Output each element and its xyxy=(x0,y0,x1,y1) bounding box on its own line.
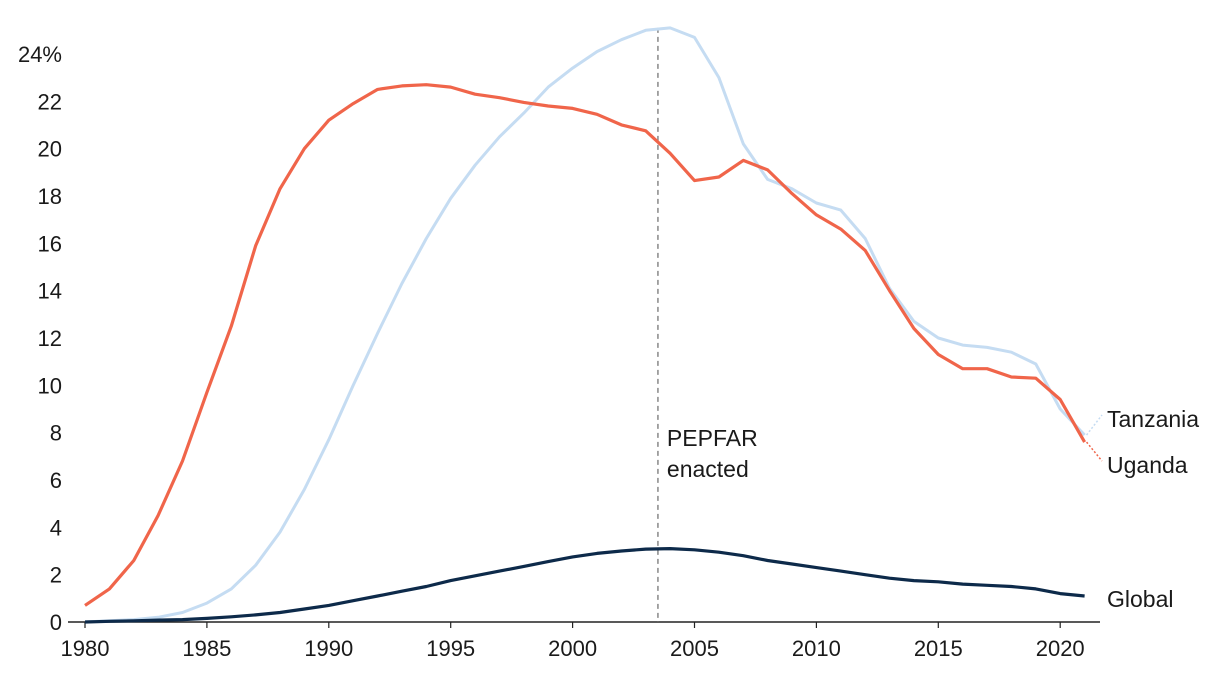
x-tick-label: 2005 xyxy=(670,636,719,661)
label-leader xyxy=(1085,414,1103,436)
y-tick-label: 16 xyxy=(38,231,62,256)
x-axis-ticks: 1980 1985 1990 1995 2000 2005 2010 2015 2020 xyxy=(61,622,1085,661)
y-tick-label: 6 xyxy=(50,468,62,493)
series-label-global: Global xyxy=(1107,586,1173,612)
series-labels: Tanzania Uganda Global xyxy=(1085,406,1199,612)
x-tick-label: 1980 xyxy=(61,636,110,661)
y-tick-label: 4 xyxy=(50,515,62,540)
x-tick-label: 2000 xyxy=(548,636,597,661)
y-tick-label: 0 xyxy=(50,610,62,635)
y-tick-label: 10 xyxy=(38,373,62,398)
x-tick-label: 2020 xyxy=(1036,636,1085,661)
x-tick-label: 1985 xyxy=(182,636,231,661)
series-label-uganda: Uganda xyxy=(1107,452,1188,478)
annotation-text: PEPFAR xyxy=(667,425,758,451)
annotation-pepfar: PEPFAR enacted xyxy=(657,27,758,622)
y-tick-label: 18 xyxy=(38,184,62,209)
label-leader xyxy=(1085,441,1103,462)
y-axis-ticks: 0 2 4 6 8 10 12 14 16 18 20 22 24% xyxy=(18,42,62,635)
y-tick-label: 24% xyxy=(18,42,62,67)
x-tick-label: 2015 xyxy=(914,636,963,661)
y-tick-label: 22 xyxy=(38,89,62,114)
series-line-uganda xyxy=(84,83,1086,607)
annotation-text: enacted xyxy=(667,456,749,482)
series-line-global xyxy=(84,547,1085,624)
x-tick-label: 2010 xyxy=(792,636,841,661)
x-tick-label: 1995 xyxy=(426,636,475,661)
y-tick-label: 20 xyxy=(38,137,62,162)
series-line-tanzania xyxy=(84,26,1086,624)
y-tick-label: 14 xyxy=(38,279,62,304)
y-tick-label: 8 xyxy=(50,421,62,446)
y-tick-label: 12 xyxy=(38,326,62,351)
x-tick-label: 1990 xyxy=(304,636,353,661)
series-label-tanzania: Tanzania xyxy=(1107,406,1199,432)
series-lines xyxy=(84,26,1086,624)
y-tick-label: 2 xyxy=(50,563,62,588)
